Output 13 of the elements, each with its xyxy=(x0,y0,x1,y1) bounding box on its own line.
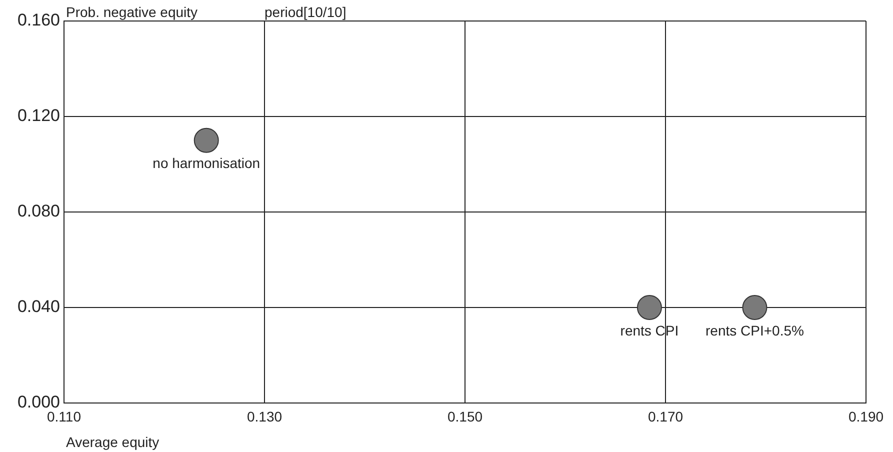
annotation: no harmonisation xyxy=(152,155,260,172)
x-axis-title: Average equity xyxy=(66,434,160,450)
y-tick-label: 0.160 xyxy=(17,10,60,30)
x-tick-label: 0.130 xyxy=(246,408,282,424)
y-tick-label: 0.120 xyxy=(17,106,60,126)
x-tick-label: 0.190 xyxy=(848,408,884,424)
x-tick-label: 0.150 xyxy=(447,408,483,424)
y-tick-label: 0.080 xyxy=(17,202,60,221)
x-tick-label: 0.170 xyxy=(648,408,684,424)
y-tick-label: 0.040 xyxy=(17,297,60,316)
annotation: rents CPI+0.5% xyxy=(706,322,804,338)
chart-title: period[10/10] xyxy=(264,4,346,20)
y-axis-title: Prob. negative equity xyxy=(66,4,198,20)
